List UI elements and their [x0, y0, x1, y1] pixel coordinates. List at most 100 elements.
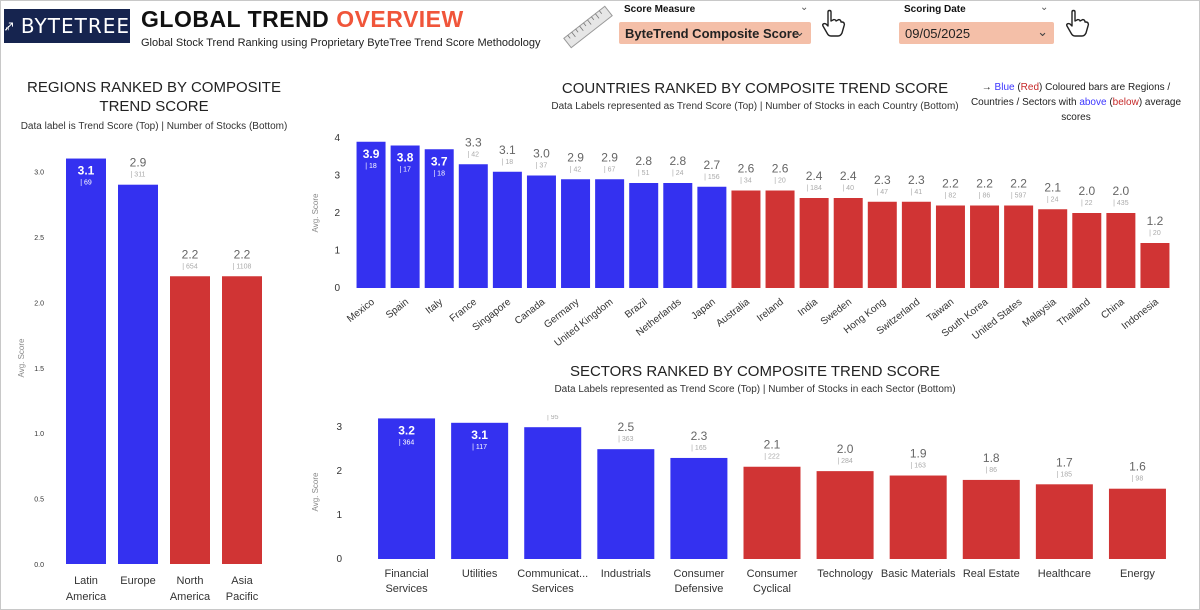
- y-axis-title: Avg. Score: [17, 338, 26, 378]
- dropdown-arrow-icon: ⌄: [794, 24, 805, 39]
- bar: [524, 427, 582, 559]
- category-label: Energy: [1120, 568, 1155, 580]
- bar: [458, 164, 488, 288]
- bar: [118, 184, 158, 564]
- y-tick-label: 1.0: [34, 431, 44, 438]
- y-tick-label: 3.0: [34, 170, 44, 177]
- bar: [561, 179, 591, 288]
- bar: [378, 418, 436, 559]
- scoring-date-value: 09/05/2025: [905, 25, 971, 41]
- bar: [901, 201, 931, 288]
- y-tick-label: 0: [334, 283, 340, 294]
- data-label-score: 2.0: [1113, 184, 1130, 198]
- bar: [595, 179, 625, 288]
- bar: [222, 276, 262, 564]
- bar: [390, 145, 420, 288]
- data-label-score: 2.9: [130, 156, 147, 170]
- data-label-count: | 18: [433, 170, 445, 177]
- chevron-down-icon[interactable]: ⌄: [1040, 2, 1049, 13]
- data-label-score: 2.2: [182, 247, 199, 261]
- bar: [765, 190, 795, 288]
- bar: [424, 149, 454, 288]
- bar: [663, 183, 693, 288]
- logo-arrow-icon: [4, 22, 13, 31]
- data-label-score: 2.3: [908, 173, 925, 187]
- category-label: North: [177, 575, 204, 587]
- data-label-score: 1.6: [1129, 460, 1146, 474]
- data-label-count: | 364: [399, 439, 415, 446]
- sectors-chart-subtitle: Data Labels represented as Trend Score (…: [554, 384, 956, 395]
- category-label: Consumer: [674, 568, 725, 580]
- bar: [1038, 209, 1068, 288]
- category-label: Consumer: [747, 568, 798, 580]
- data-label-count: | 95: [547, 415, 559, 421]
- data-label-score: 3.2: [398, 423, 415, 437]
- chevron-down-icon[interactable]: ⌄: [800, 2, 809, 13]
- data-label-count: | 42: [570, 166, 582, 173]
- regions-chart-subtitle: Data label is Trend Score (Top) | Number…: [20, 121, 288, 132]
- data-label-score: 1.8: [983, 451, 1000, 465]
- data-label-count: | 18: [502, 159, 514, 166]
- category-label: Defensive: [674, 583, 723, 595]
- countries-bar-chart: Avg. Score 0 1 2 3 4 3.9 | 18 Mexico 3.8 | 17 Spain…: [311, 133, 1170, 349]
- data-label-count: | 654: [182, 263, 198, 270]
- data-label-score: 3.7: [431, 154, 448, 168]
- category-label: Services: [385, 583, 428, 595]
- data-label-score: 3.8: [397, 151, 414, 165]
- data-label-count: | 222: [764, 454, 780, 461]
- bar: [816, 471, 874, 559]
- data-label-score: 3.1: [471, 428, 488, 442]
- regions-bar-chart: Avg. Score 0.0 0.5 1.0 1.5 2.0 2.5 3.0 3.1 | 69 La…: [17, 156, 262, 603]
- data-label-count: | 185: [1057, 471, 1073, 478]
- category-label: Spain: [384, 297, 411, 321]
- bar: [867, 201, 897, 288]
- data-label-count: | 67: [604, 166, 616, 173]
- hand-pointer-icon[interactable]: [1062, 8, 1092, 38]
- bar: [970, 205, 1000, 288]
- data-label-count: | 117: [472, 444, 487, 451]
- category-label: Utilities: [462, 568, 498, 580]
- data-label-score: 2.9: [601, 150, 618, 164]
- category-label: Asia: [231, 575, 253, 587]
- category-label: America: [170, 591, 211, 603]
- bar: [597, 449, 655, 559]
- y-tick-label: 2: [334, 208, 340, 219]
- y-tick-label: 0: [336, 554, 342, 565]
- bar: [526, 175, 556, 288]
- category-label: Services: [532, 583, 575, 595]
- bytetree-logo: BYTETREE: [4, 9, 130, 43]
- ruler-icon: [563, 5, 613, 49]
- data-label-score: 2.8: [669, 154, 686, 168]
- data-label-count: | 69: [80, 180, 92, 187]
- category-label: Technology: [817, 568, 873, 580]
- y-axis-title: Avg. Score: [311, 472, 320, 512]
- category-label: Industrials: [601, 568, 652, 580]
- data-label-score: 2.9: [567, 150, 584, 164]
- y-tick-label: 2.0: [34, 300, 44, 307]
- data-label-score: 2.2: [234, 247, 251, 261]
- hand-pointer-icon[interactable]: [818, 8, 848, 38]
- data-label-score: 3.1: [78, 164, 95, 178]
- bar: [1140, 243, 1170, 288]
- data-label-count: | 163: [910, 463, 926, 470]
- data-label-count: | 42: [468, 151, 480, 158]
- category-label: Thailand: [1056, 297, 1093, 329]
- data-label-count: | 37: [536, 163, 548, 170]
- category-label: India: [796, 296, 820, 318]
- regions-chart-title: REGIONS RANKED BY COMPOSITE TREND SCORE: [27, 79, 281, 115]
- category-label: Cyclical: [753, 583, 791, 595]
- category-label: Pacific: [226, 591, 259, 603]
- data-label-count: | 165: [691, 445, 707, 452]
- data-label-score: 2.5: [617, 420, 634, 434]
- data-label-count: | 24: [672, 170, 684, 177]
- data-label-score: 2.8: [635, 154, 652, 168]
- data-label-score: 1.7: [1056, 455, 1073, 469]
- data-label-score: 2.6: [772, 162, 789, 176]
- data-label-score: 2.0: [837, 442, 854, 456]
- data-label-score: 2.7: [704, 158, 721, 172]
- category-label: Basic Materials: [881, 568, 956, 580]
- category-label: Ireland: [755, 297, 786, 324]
- score-measure-select[interactable]: ByteTrend Composite Score ⌄: [619, 22, 811, 44]
- logo-text: BYTETREE: [20, 14, 130, 38]
- scoring-date-select[interactable]: 09/05/2025 ⌄: [899, 22, 1054, 44]
